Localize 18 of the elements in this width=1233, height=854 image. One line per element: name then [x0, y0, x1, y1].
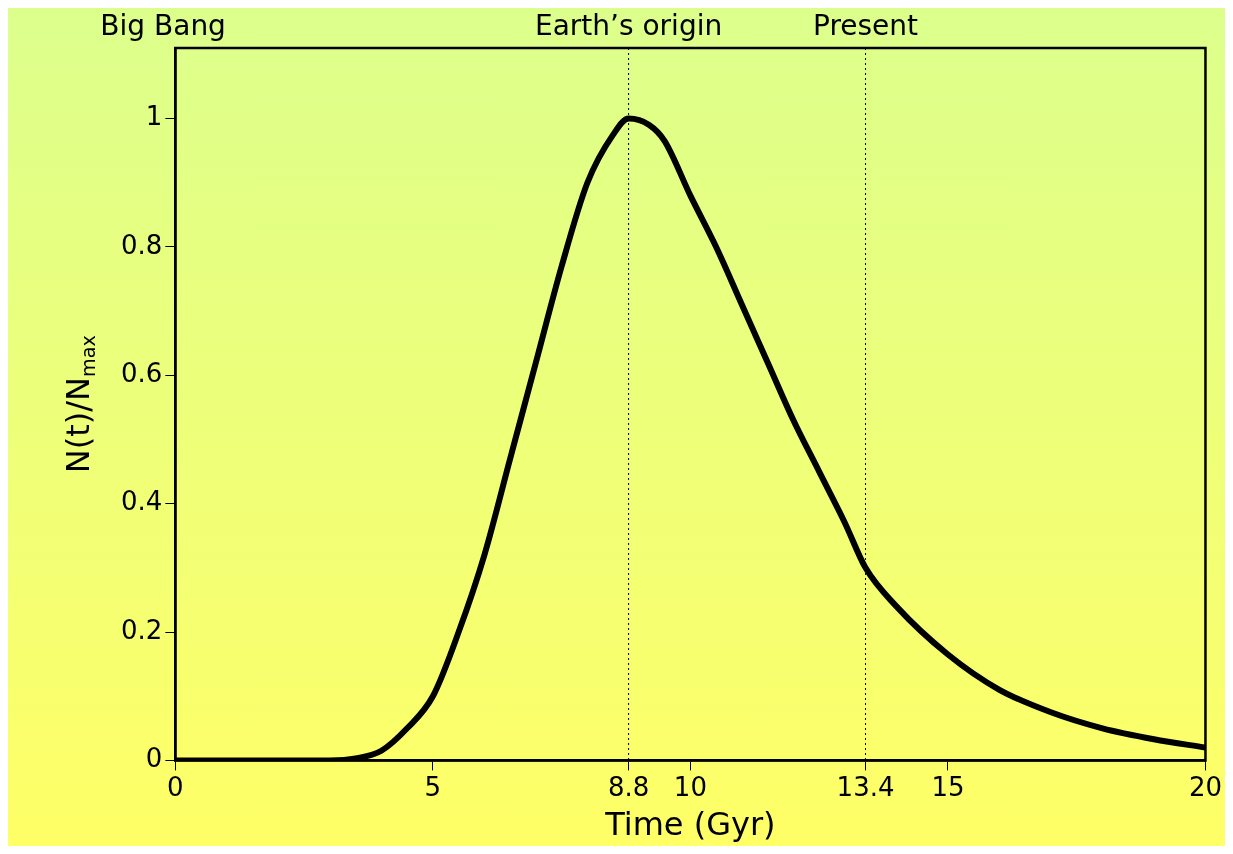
x-tick-label: 20: [1188, 771, 1222, 802]
y-axis-title: N(t)/Nmax: [58, 335, 100, 474]
ref-line-label: Earth’s origin: [535, 9, 723, 43]
y-tick-label: 0.8: [120, 229, 163, 260]
y-tick-label: 0.6: [120, 358, 163, 389]
x-tick-label: 13.4: [836, 771, 895, 802]
y-tick-label: 0.4: [120, 486, 163, 517]
x-tick-label: 10: [673, 771, 707, 802]
ref-line-label: Present: [812, 9, 919, 43]
y-tick-label: 0: [145, 743, 163, 774]
x-tick-label: 0: [167, 771, 184, 802]
x-tick-label: 15: [931, 771, 965, 802]
x-tick-label: 8.8: [607, 771, 650, 802]
y-tick-label: 1: [145, 101, 163, 132]
y-tick-label: 0.2: [120, 614, 163, 645]
x-tick-label: 5: [424, 771, 442, 802]
x-axis-title: Time (Gyr): [604, 805, 776, 844]
text: Big Bang: [100, 9, 226, 43]
